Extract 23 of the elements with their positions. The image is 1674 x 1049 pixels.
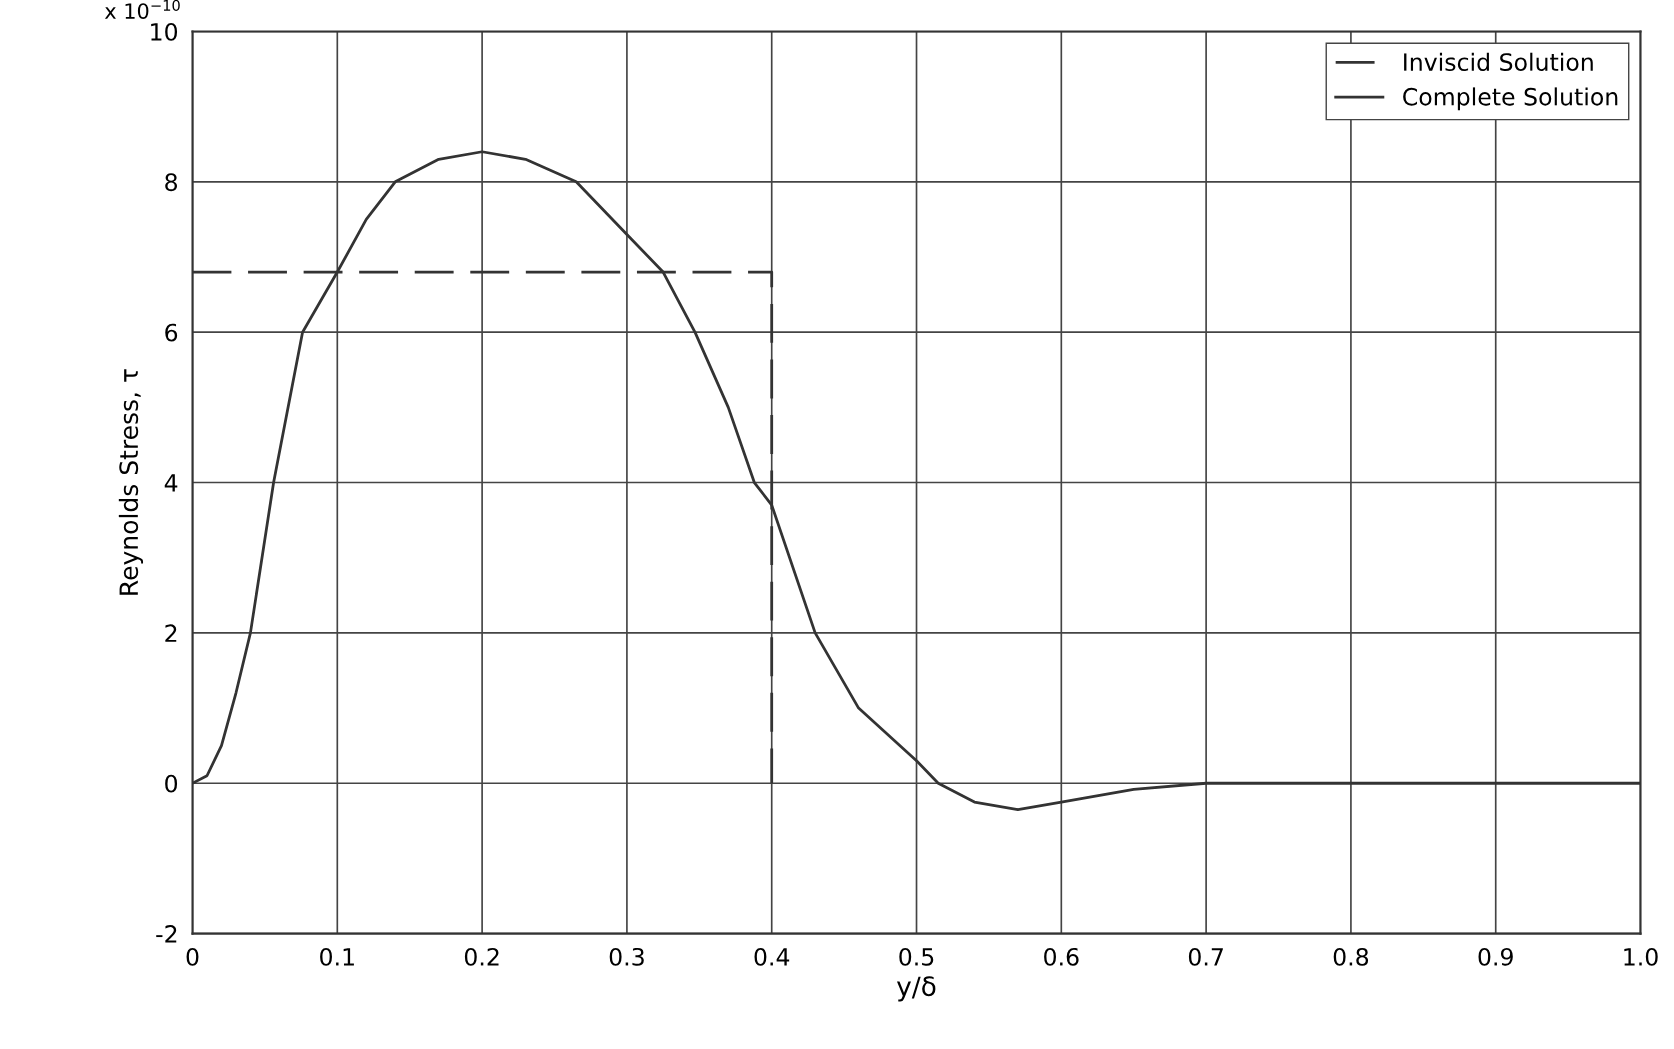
y-tick-label: 10 (151, 22, 178, 41)
y-tick-label: 0 (165, 774, 178, 793)
x-tick-label: 0.9 (1478, 947, 1513, 966)
x-tick-label: 0.6 (1044, 947, 1079, 966)
y-tick-label: 4 (164, 474, 178, 492)
x-tick-label: 0.3 (609, 947, 644, 966)
y-tick-label: 6 (165, 323, 178, 342)
y-tick-label: 2 (165, 624, 177, 642)
x-tick-label: 0.1 (320, 947, 354, 966)
x-tick-label: 0.8 (1333, 947, 1369, 966)
x-axis-title: y/δ (896, 976, 936, 1002)
x-tick-label: 0 (186, 947, 199, 966)
y-axis-title: Reynolds Stress, τ (118, 369, 144, 595)
x-tick-label: 0.2 (464, 947, 499, 966)
text: x 10$^{−10}$ (104, 0, 180, 19)
y-tick-label: 8 (165, 173, 178, 192)
x-tick-label: 1.0 (1624, 947, 1658, 966)
legend-label: Inviscid Solution (1404, 52, 1593, 71)
legend-label: Complete Solution (1403, 87, 1618, 111)
x-tick-label: 0.7 (1188, 947, 1223, 966)
x-tick-label: 0.5 (899, 947, 934, 966)
y-tick-label: -2 (156, 925, 177, 943)
x-tick-label: 0.4 (754, 947, 790, 966)
